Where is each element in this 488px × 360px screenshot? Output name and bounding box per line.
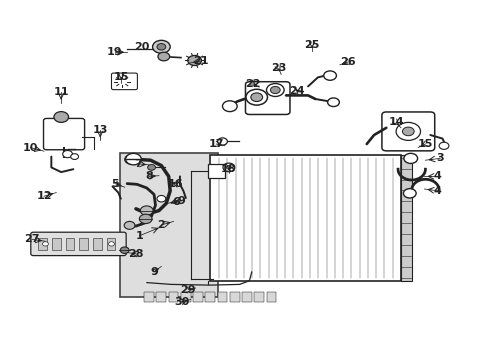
Text: 21: 21: [192, 56, 208, 66]
Bar: [144, 292, 154, 302]
Bar: [106, 238, 115, 250]
Bar: [400, 155, 411, 281]
Bar: [65, 238, 74, 250]
Circle shape: [323, 71, 336, 80]
FancyBboxPatch shape: [111, 73, 137, 90]
Bar: [79, 238, 88, 250]
Text: 4: 4: [433, 171, 441, 181]
Circle shape: [250, 93, 262, 102]
Text: 19: 19: [107, 47, 122, 57]
Bar: [52, 238, 61, 250]
Text: 28: 28: [128, 249, 143, 259]
FancyBboxPatch shape: [43, 118, 84, 150]
Text: 29: 29: [180, 285, 196, 295]
Circle shape: [187, 55, 201, 66]
Text: 15: 15: [113, 72, 129, 82]
FancyBboxPatch shape: [381, 112, 434, 151]
Circle shape: [147, 165, 155, 170]
Circle shape: [245, 89, 267, 105]
Text: 1: 1: [135, 231, 143, 241]
Bar: [168, 292, 178, 302]
Bar: [242, 292, 251, 302]
Bar: [217, 292, 227, 302]
Text: 8: 8: [145, 171, 153, 181]
Bar: [210, 155, 400, 281]
Circle shape: [266, 84, 284, 96]
Circle shape: [217, 138, 227, 145]
Circle shape: [403, 153, 417, 163]
Bar: [207, 164, 224, 178]
Text: 12: 12: [36, 191, 52, 201]
Text: 5: 5: [111, 179, 119, 189]
Text: 6: 6: [172, 197, 180, 207]
Bar: [120, 153, 217, 297]
Text: 15: 15: [417, 139, 432, 149]
Text: 10: 10: [22, 143, 38, 153]
Text: 9: 9: [150, 267, 158, 277]
Circle shape: [157, 44, 165, 50]
Circle shape: [438, 142, 448, 149]
Circle shape: [270, 86, 280, 94]
Circle shape: [139, 214, 152, 224]
Circle shape: [226, 166, 231, 169]
Text: 3: 3: [435, 153, 443, 163]
Circle shape: [71, 154, 79, 159]
Circle shape: [222, 101, 237, 112]
Text: 22: 22: [244, 78, 260, 89]
Bar: [229, 292, 239, 302]
Circle shape: [124, 155, 137, 164]
Circle shape: [152, 40, 170, 53]
Bar: [38, 238, 47, 250]
Bar: [181, 292, 190, 302]
Text: 30: 30: [174, 297, 189, 307]
Circle shape: [327, 98, 339, 107]
FancyBboxPatch shape: [31, 232, 126, 256]
Text: 26: 26: [340, 57, 355, 67]
Circle shape: [62, 150, 72, 158]
Bar: [156, 292, 166, 302]
Circle shape: [395, 122, 420, 140]
Bar: [193, 292, 203, 302]
Circle shape: [124, 221, 135, 229]
Bar: [254, 292, 264, 302]
Circle shape: [403, 189, 415, 198]
Text: 4: 4: [433, 186, 441, 196]
Circle shape: [402, 127, 413, 136]
Text: 9: 9: [177, 196, 184, 206]
Circle shape: [120, 247, 129, 253]
Text: 16: 16: [167, 179, 183, 189]
Text: 2: 2: [157, 220, 165, 230]
Bar: [266, 292, 276, 302]
Text: 13: 13: [92, 125, 108, 135]
Circle shape: [54, 112, 68, 122]
Text: 24: 24: [289, 86, 305, 96]
Text: 23: 23: [270, 63, 286, 73]
Text: 17: 17: [208, 139, 224, 149]
Bar: [205, 292, 215, 302]
Circle shape: [223, 163, 234, 172]
Text: 27: 27: [24, 234, 40, 244]
Text: 20: 20: [134, 42, 149, 52]
Text: 11: 11: [53, 87, 69, 97]
FancyBboxPatch shape: [245, 82, 289, 114]
Circle shape: [158, 52, 169, 61]
Circle shape: [42, 242, 48, 246]
Text: 18: 18: [221, 164, 236, 174]
Circle shape: [125, 153, 141, 165]
Text: 25: 25: [304, 40, 319, 50]
Bar: [93, 238, 102, 250]
Circle shape: [108, 242, 114, 246]
Text: 14: 14: [387, 117, 403, 127]
Circle shape: [140, 206, 153, 215]
Circle shape: [157, 195, 165, 202]
Text: 7: 7: [134, 159, 142, 169]
